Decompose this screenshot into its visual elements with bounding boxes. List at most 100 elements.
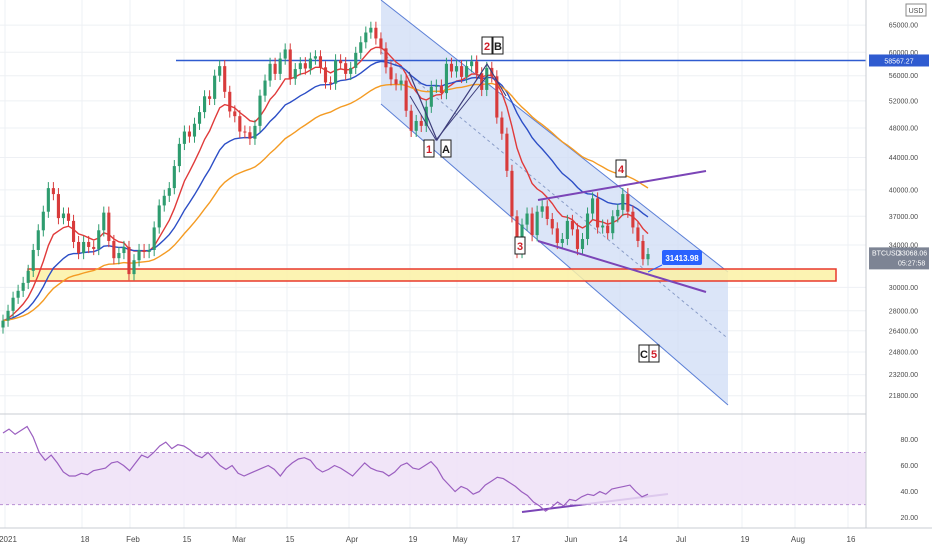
- price-tick-2: 60000.00: [889, 50, 918, 57]
- channel-fill: [381, 0, 728, 405]
- candle-body-60: [303, 63, 307, 69]
- date-tick-11: 14: [619, 535, 628, 544]
- candle-body-4: [21, 282, 25, 291]
- candle-body-42: [213, 75, 217, 99]
- candle-body-43: [218, 66, 222, 76]
- price-tick-3: 56000.00: [889, 73, 918, 80]
- callout-pointer: [647, 264, 663, 273]
- candle-body-23: [117, 253, 121, 259]
- candle-body-40: [203, 96, 207, 113]
- candle-body-87: [439, 85, 443, 94]
- candle-body-1: [6, 310, 10, 321]
- candle-body-13: [66, 213, 71, 221]
- candle-body-26: [132, 260, 136, 275]
- date-tick-14: Aug: [791, 535, 805, 544]
- candle-body-79: [399, 80, 403, 85]
- candle-body-75: [379, 38, 383, 49]
- candle-body-122: [616, 209, 620, 217]
- date-tick-7: 19: [409, 535, 418, 544]
- candle-body-114: [575, 229, 580, 249]
- candle-body-82: [414, 120, 418, 131]
- wave-label-3: B: [494, 41, 502, 53]
- price-tick-13: 24800.00: [889, 349, 918, 356]
- candle-body-18: [92, 246, 96, 249]
- candle-body-110: [555, 228, 559, 243]
- candle-body-88: [444, 63, 448, 94]
- candle-body-63: [318, 56, 323, 68]
- candle-body-44: [223, 66, 227, 92]
- rsi-pane: [0, 425, 866, 512]
- candle-body-22: [112, 240, 116, 259]
- candle-body-74: [374, 27, 378, 39]
- price-tick-1: 65000.00: [889, 23, 918, 30]
- candle-body-49: [248, 132, 252, 139]
- wave-label-box-2: [481, 36, 493, 55]
- usd-toggle: [905, 3, 927, 17]
- candle-body-35: [177, 143, 181, 167]
- candle-body-17: [87, 241, 91, 247]
- candle-body-6: [31, 249, 35, 271]
- date-tick-3: 15: [183, 535, 192, 544]
- date-tick-10: Jun: [565, 535, 578, 544]
- last-price-value: 33068.06: [898, 250, 927, 257]
- candle-body-34: [172, 166, 176, 189]
- candle-body-119: [601, 225, 605, 228]
- rsi-line: [2, 425, 649, 512]
- date-tick-12: Jul: [676, 535, 686, 544]
- candle-body-9: [46, 188, 50, 212]
- candle-body-81: [409, 110, 413, 131]
- candle-body-66: [334, 60, 338, 84]
- candle-body-53: [268, 63, 272, 81]
- candle-body-118: [596, 198, 600, 228]
- candle-body-65: [328, 82, 333, 84]
- wave-label-box-7: [648, 344, 660, 363]
- candle-body-111: [560, 239, 564, 243]
- candle-body-59: [298, 63, 302, 70]
- price-tick-9: 34000.00: [889, 242, 918, 249]
- level-tag-bg: [869, 54, 929, 67]
- candle-body-5: [26, 270, 30, 283]
- date-tick-8: May: [452, 535, 467, 544]
- candle-body-90: [454, 66, 459, 72]
- candle-body-80: [404, 80, 408, 111]
- candle-body-93: [470, 61, 474, 67]
- candle-body-84: [424, 106, 428, 126]
- main-drawings: [27, 0, 866, 406]
- usd-toggle-label: USD: [909, 8, 924, 15]
- candle-body-41: [208, 96, 212, 99]
- candle-body-72: [364, 32, 368, 43]
- wave-label-0: 1: [426, 144, 432, 156]
- wave-label-box-1: [440, 139, 452, 158]
- channel-upper-line: [380, 0, 729, 273]
- price-tick-14: 23200.00: [889, 372, 918, 379]
- candle-body-107: [540, 206, 544, 212]
- candle-body-117: [591, 198, 595, 214]
- rsi-band: [0, 452, 866, 505]
- candle-body-58: [293, 69, 297, 79]
- wave-label-5: 4: [618, 164, 625, 176]
- candle-body-83: [419, 120, 423, 126]
- candle-body-128: [646, 254, 650, 260]
- candle-body-94: [475, 61, 479, 74]
- candle-body-29: [147, 249, 151, 253]
- candle-body-69: [349, 67, 353, 74]
- candle-body-2: [11, 297, 15, 311]
- candle-body-106: [535, 211, 539, 236]
- candle-body-12: [61, 213, 66, 219]
- wave-abc-path: [408, 62, 507, 142]
- candle-body-89: [449, 63, 454, 72]
- candle-body-47: [238, 116, 242, 132]
- candle-body-16: [82, 241, 86, 254]
- wave-label-box-4: [514, 236, 526, 255]
- candle-body-71: [359, 42, 363, 53]
- candle-body-31: [157, 205, 161, 228]
- rsi-tick-3: 20.00: [900, 515, 918, 522]
- price-tick-10: 30000.00: [889, 285, 918, 292]
- candle-body-32: [162, 195, 166, 206]
- candle-body-113: [570, 220, 574, 230]
- candle-body-36: [182, 131, 186, 144]
- candle-body-46: [233, 111, 237, 117]
